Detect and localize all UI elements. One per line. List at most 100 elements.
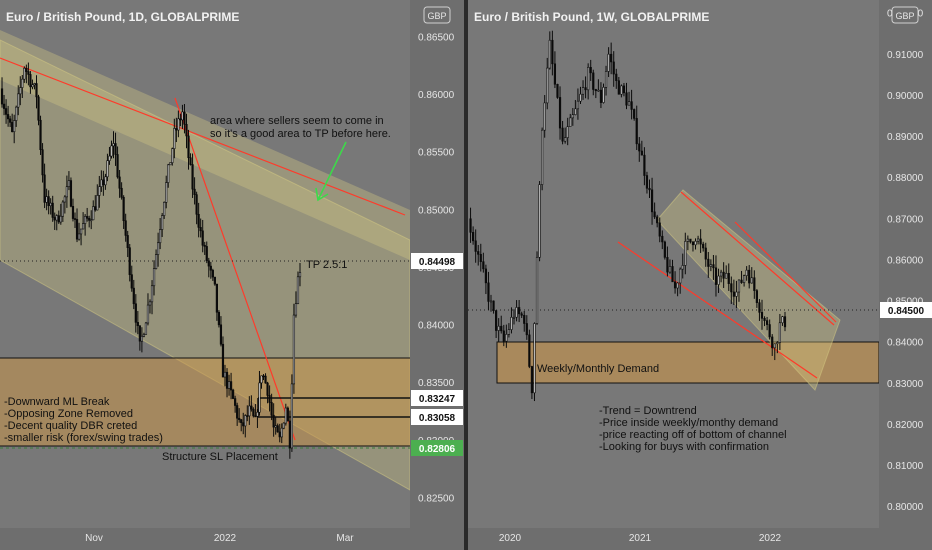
right-candle-body bbox=[607, 53, 610, 72]
right-price-axis[interactable] bbox=[879, 0, 932, 550]
left-candles bbox=[0, 62, 302, 459]
right-candle-body bbox=[663, 241, 666, 258]
left-candle-body bbox=[13, 120, 16, 133]
left-candle-body bbox=[254, 415, 257, 418]
left-candle-body bbox=[248, 405, 251, 417]
left-time-axis[interactable] bbox=[0, 528, 410, 550]
right-candle-body bbox=[479, 254, 482, 262]
right-candle-body bbox=[673, 281, 677, 289]
right-candle-body bbox=[714, 267, 718, 285]
right-candle-body bbox=[638, 143, 641, 152]
left-candle-body bbox=[240, 419, 243, 423]
right-candle-body bbox=[571, 114, 574, 119]
left-y-tick-label: 0.86000 bbox=[418, 90, 455, 101]
left-candle-body bbox=[284, 407, 287, 424]
left-channel-upper-band bbox=[0, 30, 410, 260]
left-candle-body bbox=[298, 272, 302, 278]
right-candle-body bbox=[556, 83, 559, 98]
left-candle-body bbox=[35, 83, 38, 98]
left-candle-body bbox=[82, 223, 85, 230]
right-y-tick-label: 0.91000 bbox=[887, 50, 924, 61]
left-candle-body bbox=[223, 371, 227, 378]
left-demand-zone bbox=[0, 358, 410, 446]
right-candle-body bbox=[530, 366, 534, 394]
left-candle-body bbox=[203, 244, 206, 247]
right-candle-body bbox=[640, 150, 643, 156]
left-candle-body bbox=[290, 383, 293, 449]
right-candle-body bbox=[581, 87, 585, 95]
left-candle-body bbox=[229, 381, 233, 391]
right-candle-body bbox=[497, 325, 500, 331]
left-candle-body bbox=[157, 242, 160, 255]
right-note-1: -Trend = Downtrend bbox=[599, 405, 697, 417]
left-candle-body bbox=[244, 415, 247, 427]
left-candle-body bbox=[106, 160, 109, 178]
left-candle-body bbox=[51, 202, 54, 218]
green-arrow-shaft bbox=[317, 141, 347, 201]
right-candle-body bbox=[766, 320, 769, 325]
left-candle-body bbox=[169, 162, 172, 166]
right-candle-body bbox=[730, 283, 733, 293]
right-candle-body bbox=[725, 272, 728, 279]
left-candle-body bbox=[197, 213, 200, 228]
left-candle-body bbox=[171, 148, 174, 163]
left-candle-body bbox=[148, 301, 152, 306]
left-candle-body bbox=[252, 408, 255, 417]
right-candle-body bbox=[755, 290, 758, 303]
right-y-tick-label: 0.83000 bbox=[887, 379, 924, 390]
right-candle-body bbox=[717, 275, 720, 285]
left-current-price: 0.84498 bbox=[419, 257, 456, 268]
right-candle-body bbox=[566, 126, 569, 138]
left-candle-body bbox=[165, 182, 168, 203]
left-candle-body bbox=[140, 335, 143, 342]
left-y-tick-label: 0.85500 bbox=[418, 148, 455, 159]
left-candle-body bbox=[25, 67, 28, 72]
right-candle-body bbox=[518, 307, 521, 315]
left-candle-body bbox=[49, 202, 52, 207]
left-currency-button[interactable] bbox=[423, 6, 451, 24]
right-currency-button[interactable] bbox=[891, 6, 919, 24]
right-candle-body bbox=[597, 89, 600, 92]
left-candle-body bbox=[73, 218, 77, 220]
left-note-2: -Opposing Zone Removed bbox=[4, 408, 133, 420]
right-candle-body bbox=[489, 300, 493, 303]
right-candle-body bbox=[469, 218, 472, 233]
left-note-4: -smaller risk (forex/swing trades) bbox=[4, 432, 163, 444]
left-candle-body bbox=[43, 174, 46, 203]
right-candle-body bbox=[505, 334, 508, 342]
left-candle-body bbox=[90, 219, 93, 222]
right-candle-body bbox=[735, 291, 738, 297]
left-candle-body bbox=[59, 215, 62, 223]
right-candle-body bbox=[574, 108, 577, 116]
left-candle-body bbox=[136, 322, 139, 326]
right-candle-body bbox=[523, 315, 526, 324]
left-y-tick-label: 0.82500 bbox=[418, 494, 455, 505]
right-candle-body bbox=[656, 216, 659, 224]
right-candle-body bbox=[543, 102, 546, 131]
left-candle-body bbox=[274, 425, 277, 428]
left-candle-body bbox=[92, 206, 95, 221]
left-note-1: -Downward ML Break bbox=[4, 396, 110, 408]
pane-divider[interactable] bbox=[464, 0, 468, 550]
right-zone-label: Weekly/Monthly Demand bbox=[537, 363, 659, 375]
left-candle-body bbox=[128, 247, 131, 275]
right-y-tick-label: 0.90000 bbox=[887, 91, 924, 102]
right-channel-band bbox=[656, 189, 841, 391]
right-candle-body bbox=[732, 291, 735, 297]
right-time-axis[interactable] bbox=[468, 528, 879, 550]
right-candle-body bbox=[564, 137, 567, 142]
right-candle-body bbox=[594, 89, 597, 92]
left-candle-body bbox=[41, 149, 44, 176]
left-level-b-price: 0.83058 bbox=[419, 413, 456, 424]
right-candle-body bbox=[727, 272, 730, 284]
right-candle-body bbox=[694, 240, 697, 246]
left-candle-body bbox=[112, 143, 115, 147]
left-y-tick-label: 0.86500 bbox=[418, 32, 455, 43]
left-candle-body bbox=[207, 260, 210, 267]
right-candle-body bbox=[630, 101, 633, 110]
left-price-axis[interactable] bbox=[410, 0, 464, 550]
left-candle-body bbox=[232, 389, 235, 399]
right-candle-body bbox=[604, 71, 608, 88]
left-candle-body bbox=[201, 230, 204, 246]
